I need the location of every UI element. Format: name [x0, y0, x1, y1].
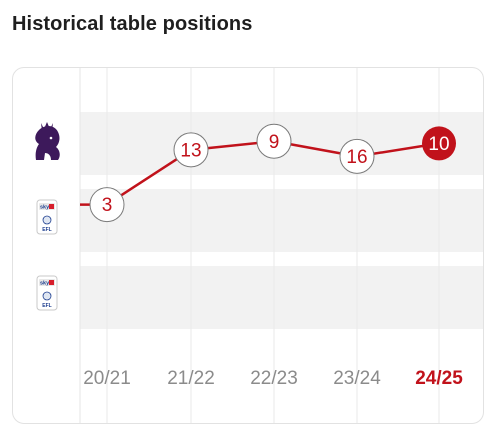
league-band-tier-3 — [80, 266, 483, 329]
data-point-marker — [89, 187, 125, 223]
data-point-label: 3 — [102, 195, 113, 216]
position-points: 3 13 9 16 10 — [89, 123, 456, 223]
section-title: Historical table positions — [12, 13, 253, 35]
data-point-label: 16 — [346, 147, 367, 168]
data-point-21/22[interactable]: 13 — [173, 132, 209, 168]
season-tick-label: 23/24 — [333, 368, 381, 389]
data-point-22/23[interactable]: 9 — [256, 123, 292, 159]
efl-league-one-badge-icon: sky EFL — [36, 275, 58, 311]
league-band-tier-2 — [80, 189, 483, 252]
data-point-label: 9 — [269, 132, 280, 153]
svg-text:sky: sky — [40, 205, 50, 211]
season-tick-labels: 20/21 21/22 22/23 23/24 24/25 — [83, 368, 463, 389]
season-tick-label: 21/22 — [167, 368, 215, 389]
season-tick-label: 22/23 — [250, 368, 298, 389]
data-point-label: 13 — [180, 140, 201, 161]
svg-text:EFL: EFL — [42, 303, 51, 309]
efl-championship-badge-icon: sky EFL — [36, 199, 58, 235]
positions-chart: sky EFL sky EFL 3 13 9 16 10 20/21 21/22 22/23… — [35, 68, 483, 423]
data-point-label: 10 — [428, 134, 449, 155]
data-point-marker — [339, 138, 375, 174]
season-tick-label: 20/21 — [83, 368, 131, 389]
season-tick-label: 24/25 — [415, 368, 463, 389]
data-point-marker — [256, 123, 292, 159]
positions-chart-card: sky EFL sky EFL 3 13 9 16 10 20/21 21/22 22/23… — [12, 67, 484, 424]
league-bands — [80, 112, 483, 329]
data-point-marker — [422, 126, 456, 161]
svg-text:EFL: EFL — [42, 227, 51, 233]
data-point-24/25[interactable]: 10 — [422, 126, 456, 161]
data-point-marker — [173, 132, 209, 168]
premier-league-lion-icon — [35, 122, 60, 160]
data-point-23/24[interactable]: 16 — [339, 138, 375, 174]
svg-text:sky: sky — [40, 281, 50, 287]
data-point-20/21[interactable]: 3 — [89, 187, 125, 223]
